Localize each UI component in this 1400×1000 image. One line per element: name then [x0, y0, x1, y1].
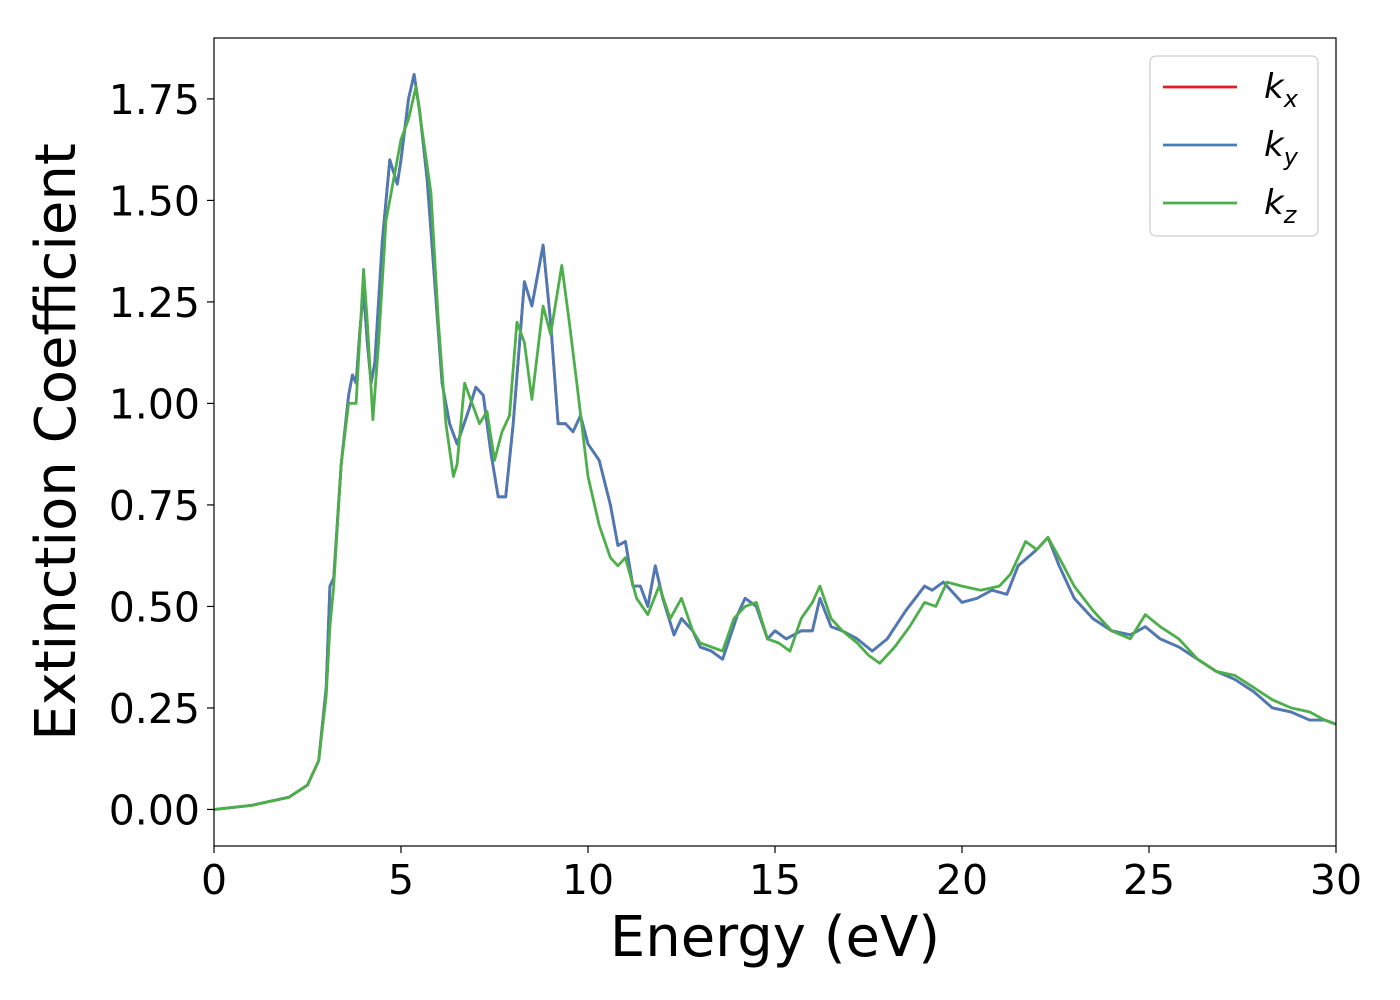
- y-tick-label: 0.50: [109, 583, 200, 631]
- legend-label-base: k: [1264, 125, 1285, 165]
- legend-label-subscript: z: [1283, 201, 1298, 229]
- x-axis-ticks: 0 5 10 15 20 25 30: [201, 846, 1362, 904]
- y-tick-label: 0.25: [109, 685, 200, 733]
- y-tick-label: 1.25: [109, 279, 200, 327]
- y-tick-label: 1.50: [109, 177, 200, 225]
- x-tick-label: 15: [749, 856, 801, 904]
- y-tick-label: 0.75: [109, 482, 200, 530]
- series-layer: [214, 73, 1336, 811]
- x-tick-label: 10: [562, 856, 614, 904]
- y-tick-label: 1.00: [109, 380, 200, 428]
- y-tick-label: 1.75: [109, 76, 200, 124]
- legend-label-x: kx: [1264, 67, 1299, 113]
- x-tick-label: 0: [201, 856, 227, 904]
- x-tick-label: 5: [388, 856, 414, 904]
- legend-label-subscript: y: [1283, 143, 1299, 171]
- legend-label-y: ky: [1264, 125, 1299, 171]
- y-axis-label: Extinction Coefficient: [24, 143, 89, 741]
- y-axis-ticks: 0.00 0.25 0.50 0.75 1.00 1.25 1.50 1.75: [109, 76, 214, 834]
- legend-label-base: k: [1264, 67, 1285, 107]
- x-tick-label: 20: [936, 856, 988, 904]
- legend-label-z: kz: [1264, 183, 1298, 229]
- y-tick-label: 0.00: [109, 786, 200, 834]
- x-tick-label: 25: [1123, 856, 1175, 904]
- legend-label-base: k: [1264, 183, 1285, 223]
- legend-label-subscript: x: [1283, 85, 1299, 113]
- series-line-z: [214, 85, 1336, 811]
- x-axis-label: Energy (eV): [610, 905, 940, 970]
- x-tick-label: 30: [1310, 856, 1362, 904]
